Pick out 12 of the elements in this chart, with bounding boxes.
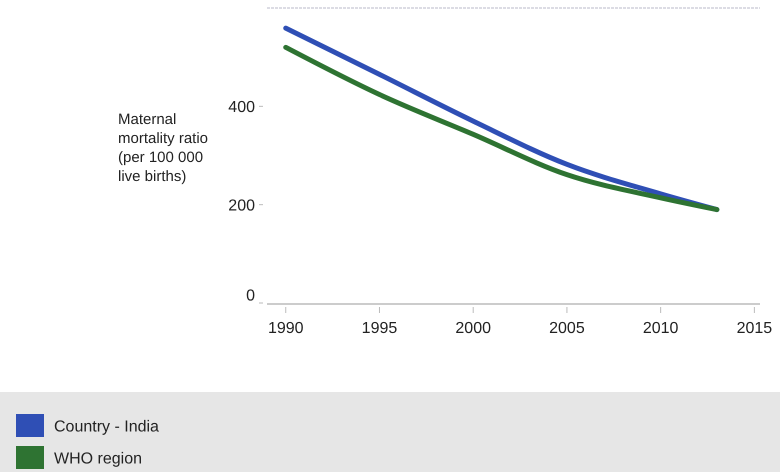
legend-label: WHO region xyxy=(54,450,142,468)
x-tick-label: 2000 xyxy=(455,320,492,337)
x-tick-label: 1995 xyxy=(362,320,398,337)
y-axis-title: Maternal mortality ratio (per 100 000 live births) xyxy=(118,111,208,185)
legend-label: Country - India xyxy=(54,418,160,436)
x-tick-label: 2015 xyxy=(736,320,772,337)
x-tick-label: 2005 xyxy=(549,320,585,337)
y-tick-label: 0 xyxy=(246,288,256,305)
y-tick-label: 400 xyxy=(228,98,256,116)
x-tick-label: 1990 xyxy=(268,320,304,337)
y-tick-label: 200 xyxy=(228,197,256,214)
x-tick-label: 2010 xyxy=(642,320,679,337)
